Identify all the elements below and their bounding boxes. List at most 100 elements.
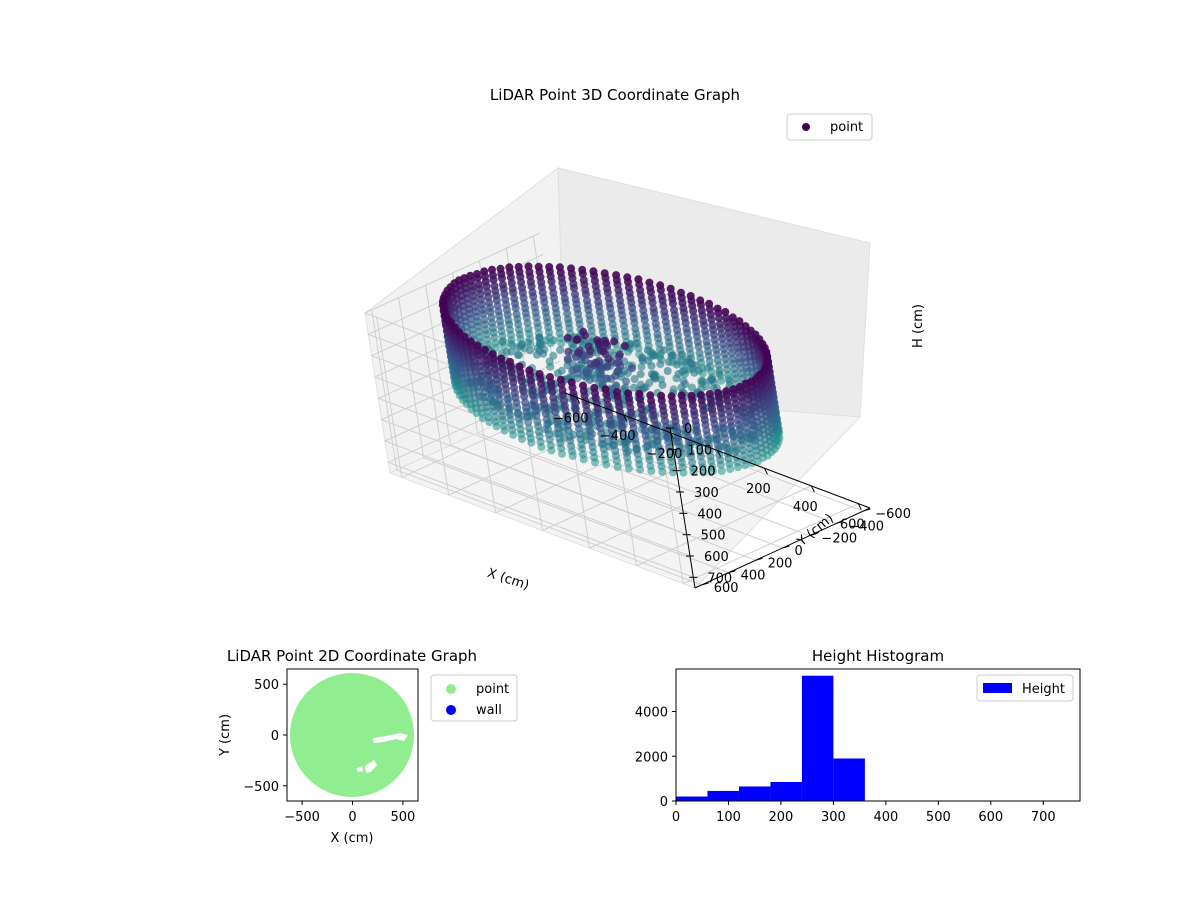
legend-2d-marker-point — [446, 684, 456, 694]
data-point-3d — [475, 351, 483, 360]
data-point-3d — [591, 458, 599, 467]
data-point-3d — [509, 430, 518, 439]
legend-2d: point wall — [430, 674, 518, 722]
data-point-3d — [726, 465, 735, 473]
x-tick-label-histogram: 0 — [672, 810, 680, 825]
y-tick-3d — [701, 582, 709, 586]
point-cloud-3d — [438, 262, 784, 477]
data-point-3d — [620, 341, 629, 350]
data-point-3d — [707, 399, 716, 408]
data-point-3d — [610, 337, 619, 346]
x-tick-label-2d: −500 — [284, 810, 320, 825]
data-point-3d — [694, 342, 703, 351]
x-tick-3d — [857, 503, 862, 510]
data-point-3d — [692, 421, 701, 430]
y-tick-3d — [809, 533, 817, 537]
data-point-3d — [664, 358, 673, 366]
data-point-3d — [629, 424, 638, 433]
data-point-3d — [602, 460, 611, 469]
y-tick-label-3d: −600 — [875, 507, 911, 522]
data-point-3d — [638, 300, 647, 309]
data-point-3d — [568, 452, 577, 460]
y-tick-3d — [863, 508, 871, 512]
data-point-3d — [602, 374, 611, 383]
data-point-3d — [643, 346, 652, 355]
legend-histogram: Height — [976, 674, 1074, 702]
data-point-3d — [506, 339, 515, 348]
data-point-3d — [526, 346, 535, 355]
grid-line-y-wall — [371, 309, 398, 471]
data-point-3d — [511, 304, 520, 313]
x-tick-label-3d: 0 — [707, 465, 715, 480]
z-axis-label-3d: H (cm) — [911, 304, 926, 348]
y-tick-label-3d: 200 — [768, 556, 793, 571]
legend-2d-marker-wall — [446, 705, 456, 715]
data-point-3d — [547, 446, 556, 455]
data-point-3d — [564, 426, 573, 435]
data-point-3d — [652, 324, 661, 333]
x-tick-label-histogram: 600 — [978, 810, 1003, 825]
legend-3d-label: point — [830, 120, 863, 135]
data-point-3d — [663, 367, 672, 375]
data-point-3d — [672, 360, 681, 369]
data-point-3d — [515, 351, 523, 360]
z-tick-label-3d: 600 — [704, 550, 729, 565]
data-point-3d — [685, 442, 694, 451]
data-point-3d — [715, 369, 724, 378]
x-tick-label-histogram: 500 — [926, 810, 951, 825]
x-axis-label-2d: X (cm) — [331, 831, 374, 846]
data-point-3d — [628, 364, 636, 373]
x-tick-3d — [810, 485, 815, 493]
data-point-3d — [620, 438, 629, 447]
z-tick-label-3d: 100 — [687, 443, 712, 458]
data-point-3d — [611, 371, 620, 380]
data-point-3d — [568, 383, 577, 392]
x-tick-label-3d: 600 — [840, 518, 865, 533]
data-point-3d — [602, 362, 611, 371]
x-tick-3d — [763, 467, 768, 475]
data-point-3d — [733, 410, 742, 419]
x-axis-label-3d: X (cm) — [485, 566, 531, 594]
histogram-bar — [833, 758, 865, 801]
data-point-3d — [558, 449, 566, 458]
z-axis-line-3d — [669, 427, 696, 589]
data-point-3d — [568, 366, 577, 375]
x-tick-label-histogram: 200 — [769, 810, 794, 825]
data-point-3d — [638, 353, 647, 362]
data-point-3d — [513, 343, 522, 352]
data-point-3d — [601, 339, 610, 348]
legend-2d-label-point: point — [476, 682, 509, 697]
data-point-3d — [537, 443, 546, 452]
axes-3d: −600−400−2000200400600−600−400−200020040… — [553, 392, 911, 596]
x-tick-label-2d: 500 — [390, 810, 415, 825]
plot-frame-histogram — [675, 668, 1081, 802]
data-point-3d — [485, 418, 494, 427]
data-point-3d — [703, 436, 712, 445]
data-point-3d — [487, 391, 496, 400]
x-tick-label-3d: 400 — [793, 500, 818, 515]
data-point-3d — [492, 422, 501, 431]
data-point-3d — [579, 455, 588, 464]
data-point-3d — [655, 339, 663, 348]
data-point-3d — [524, 338, 532, 347]
data-point-3d — [524, 418, 533, 427]
grid-line-y — [504, 420, 810, 537]
data-point-3d — [581, 331, 590, 340]
y-tick-3d — [755, 557, 763, 561]
data-point-3d — [683, 328, 692, 337]
data-point-3d — [663, 327, 672, 336]
y-axis-label-2d: Y (cm) — [218, 714, 233, 757]
x-tick-3d — [717, 450, 721, 457]
data-point-3d — [658, 381, 667, 390]
data-point-3d — [518, 435, 527, 444]
data-point-3d — [563, 355, 572, 363]
y-tick-label-3d: 600 — [714, 581, 739, 596]
data-point-3d — [700, 321, 709, 330]
point-region-2d — [290, 673, 414, 797]
data-point-3d — [630, 375, 639, 383]
data-point-3d — [741, 379, 750, 388]
point-gaps-2d — [356, 733, 408, 773]
data-point-3d — [659, 346, 668, 355]
data-point-3d — [645, 456, 654, 464]
data-point-3d — [562, 303, 571, 312]
